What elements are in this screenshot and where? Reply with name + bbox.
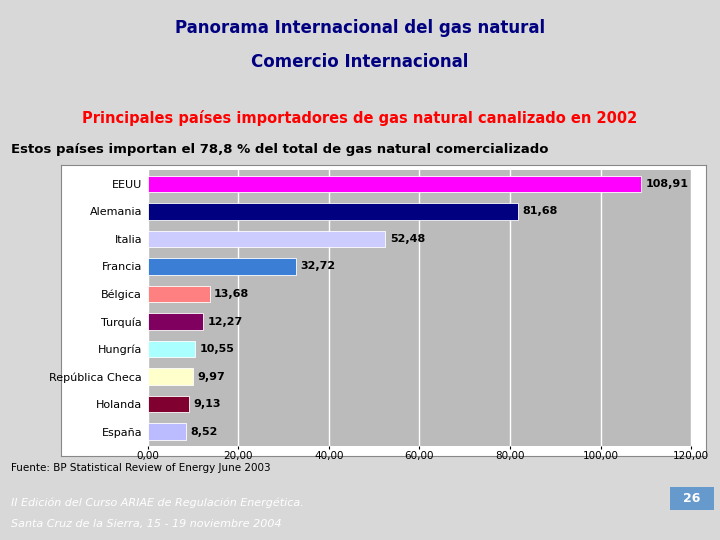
FancyBboxPatch shape <box>670 487 714 510</box>
Text: Principales países importadores de gas natural canalizado en 2002: Principales países importadores de gas n… <box>82 110 638 126</box>
Text: 12,27: 12,27 <box>207 316 243 327</box>
Bar <box>148 203 518 220</box>
Text: Panorama Internacional del gas natural: Panorama Internacional del gas natural <box>175 19 545 37</box>
Text: 13,68: 13,68 <box>214 289 249 299</box>
Bar <box>148 231 385 247</box>
Text: 9,97: 9,97 <box>197 372 225 382</box>
Text: 10,55: 10,55 <box>200 344 235 354</box>
Text: II Edición del Curso ARIAE de Regulación Energética.: II Edición del Curso ARIAE de Regulación… <box>11 497 304 508</box>
Bar <box>148 341 195 357</box>
Text: 52,48: 52,48 <box>390 234 425 244</box>
Text: Santa Cruz de la Sierra, 15 - 19 noviembre 2004: Santa Cruz de la Sierra, 15 - 19 noviemb… <box>11 519 282 529</box>
Bar <box>148 286 210 302</box>
Text: 32,72: 32,72 <box>300 261 336 272</box>
Text: Comercio Internacional: Comercio Internacional <box>251 53 469 71</box>
Bar <box>148 258 296 275</box>
Text: Estos países importan el 78,8 % del total de gas natural comercializado: Estos países importan el 78,8 % del tota… <box>11 143 549 157</box>
Text: Fuente: BP Statistical Review of Energy June 2003: Fuente: BP Statistical Review of Energy … <box>11 463 271 473</box>
Text: 9,13: 9,13 <box>194 399 221 409</box>
Text: 8,52: 8,52 <box>191 427 218 437</box>
Bar <box>148 368 193 385</box>
Text: 26: 26 <box>683 492 701 505</box>
Bar <box>148 313 203 330</box>
Text: 108,91: 108,91 <box>646 179 688 189</box>
Text: 81,68: 81,68 <box>522 206 557 217</box>
Bar <box>148 396 189 413</box>
Bar <box>148 423 186 440</box>
Bar <box>148 176 641 192</box>
